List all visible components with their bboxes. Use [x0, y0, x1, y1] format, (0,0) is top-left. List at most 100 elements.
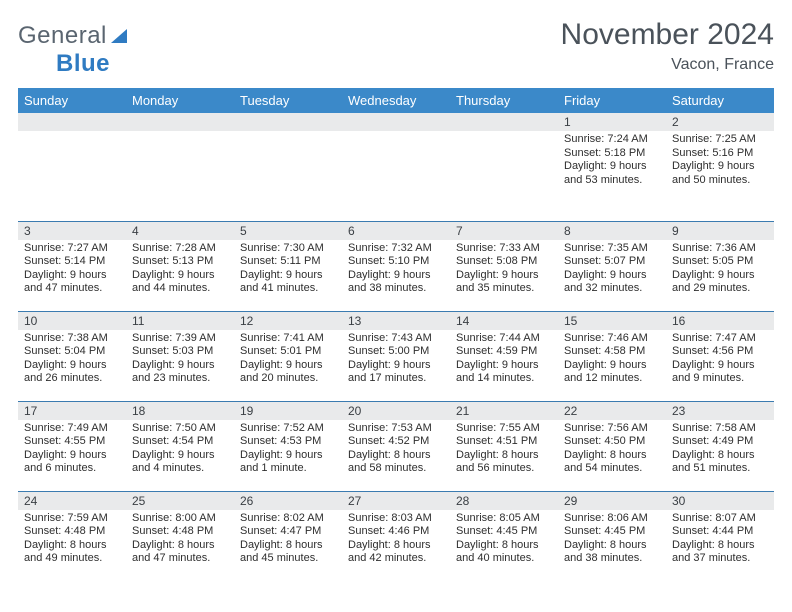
week-row: Sunrise: 7:24 AMSunset: 5:18 PMDaylight:…: [18, 131, 774, 221]
day-cell: 16Sunrise: 7:47 AMSunset: 4:56 PMDayligh…: [666, 311, 774, 401]
day-number: 4: [126, 222, 234, 240]
weekday-header: Wednesday: [342, 88, 450, 113]
calendar-table: Sunday Monday Tuesday Wednesday Thursday…: [18, 88, 774, 581]
day-details: Sunrise: 7:24 AMSunset: 5:18 PMDaylight:…: [558, 131, 666, 191]
day-number: 11: [126, 312, 234, 330]
day-cell: 6Sunrise: 7:32 AMSunset: 5:10 PMDaylight…: [342, 221, 450, 311]
calendar-body: 12Sunrise: 7:24 AMSunset: 5:18 PMDayligh…: [18, 113, 774, 581]
weekday-header: Tuesday: [234, 88, 342, 113]
weekday-header-row: Sunday Monday Tuesday Wednesday Thursday…: [18, 88, 774, 113]
week-row: 3Sunrise: 7:27 AMSunset: 5:14 PMDaylight…: [18, 221, 774, 311]
day-details: Sunrise: 7:47 AMSunset: 4:56 PMDaylight:…: [666, 330, 774, 390]
day-number: 24: [18, 492, 126, 510]
day-details: Sunrise: 7:30 AMSunset: 5:11 PMDaylight:…: [234, 240, 342, 300]
day-details: Sunrise: 7:41 AMSunset: 5:01 PMDaylight:…: [234, 330, 342, 390]
day-number: 27: [342, 492, 450, 510]
day-details: Sunrise: 8:06 AMSunset: 4:45 PMDaylight:…: [558, 510, 666, 570]
day-number: 22: [558, 402, 666, 420]
day-cell: 11Sunrise: 7:39 AMSunset: 5:03 PMDayligh…: [126, 311, 234, 401]
day-cell: 17Sunrise: 7:49 AMSunset: 4:55 PMDayligh…: [18, 401, 126, 491]
day-cell: 23Sunrise: 7:58 AMSunset: 4:49 PMDayligh…: [666, 401, 774, 491]
week-row: 17Sunrise: 7:49 AMSunset: 4:55 PMDayligh…: [18, 401, 774, 491]
day-cell: 28Sunrise: 8:05 AMSunset: 4:45 PMDayligh…: [450, 491, 558, 581]
calendar-page: General Blue November 2024 Vacon, France…: [0, 0, 792, 581]
day-number: 20: [342, 402, 450, 420]
day-cell: 18Sunrise: 7:50 AMSunset: 4:54 PMDayligh…: [126, 401, 234, 491]
day-cell: 10Sunrise: 7:38 AMSunset: 5:04 PMDayligh…: [18, 311, 126, 401]
day-number: 2: [666, 113, 774, 131]
day-details: Sunrise: 7:56 AMSunset: 4:50 PMDaylight:…: [558, 420, 666, 480]
day-cell: 8Sunrise: 7:35 AMSunset: 5:07 PMDaylight…: [558, 221, 666, 311]
month-title: November 2024: [561, 18, 774, 52]
day-details: Sunrise: 7:33 AMSunset: 5:08 PMDaylight:…: [450, 240, 558, 300]
day-number: 23: [666, 402, 774, 420]
day-number: 18: [126, 402, 234, 420]
day-details: Sunrise: 7:50 AMSunset: 4:54 PMDaylight:…: [126, 420, 234, 480]
day-details: Sunrise: 7:35 AMSunset: 5:07 PMDaylight:…: [558, 240, 666, 300]
day-cell: 9Sunrise: 7:36 AMSunset: 5:05 PMDaylight…: [666, 221, 774, 311]
day-number: 5: [234, 222, 342, 240]
day-number: 6: [342, 222, 450, 240]
day-number: 12: [234, 312, 342, 330]
day-number: 9: [666, 222, 774, 240]
logo-sail-icon: [109, 27, 129, 50]
day-cell: 26Sunrise: 8:02 AMSunset: 4:47 PMDayligh…: [234, 491, 342, 581]
day-number: 26: [234, 492, 342, 510]
day-details: Sunrise: 7:46 AMSunset: 4:58 PMDaylight:…: [558, 330, 666, 390]
day-details: Sunrise: 8:05 AMSunset: 4:45 PMDaylight:…: [450, 510, 558, 570]
day-details: Sunrise: 8:02 AMSunset: 4:47 PMDaylight:…: [234, 510, 342, 570]
day-number: 10: [18, 312, 126, 330]
day-cell: 5Sunrise: 7:30 AMSunset: 5:11 PMDaylight…: [234, 221, 342, 311]
day-number: 7: [450, 222, 558, 240]
day-number: 19: [234, 402, 342, 420]
day-cell: 25Sunrise: 8:00 AMSunset: 4:48 PMDayligh…: [126, 491, 234, 581]
day-details: Sunrise: 7:39 AMSunset: 5:03 PMDaylight:…: [126, 330, 234, 390]
logo: General Blue: [18, 22, 129, 78]
day-cell: 24Sunrise: 7:59 AMSunset: 4:48 PMDayligh…: [18, 491, 126, 581]
day-details: Sunrise: 7:58 AMSunset: 4:49 PMDaylight:…: [666, 420, 774, 480]
day-details: Sunrise: 7:27 AMSunset: 5:14 PMDaylight:…: [18, 240, 126, 300]
logo-blue: Blue: [56, 50, 110, 77]
logo-general: General: [18, 22, 107, 49]
title-block: November 2024 Vacon, France: [561, 18, 774, 74]
day-number: 8: [558, 222, 666, 240]
weekday-header: Sunday: [18, 88, 126, 113]
day-details: Sunrise: 8:03 AMSunset: 4:46 PMDaylight:…: [342, 510, 450, 570]
header: General Blue November 2024 Vacon, France: [18, 18, 774, 78]
day-details: Sunrise: 7:52 AMSunset: 4:53 PMDaylight:…: [234, 420, 342, 480]
week-row: 24Sunrise: 7:59 AMSunset: 4:48 PMDayligh…: [18, 491, 774, 581]
day-cell: 13Sunrise: 7:43 AMSunset: 5:00 PMDayligh…: [342, 311, 450, 401]
day-details: Sunrise: 7:49 AMSunset: 4:55 PMDaylight:…: [18, 420, 126, 480]
day-details: Sunrise: 8:07 AMSunset: 4:44 PMDaylight:…: [666, 510, 774, 570]
day-number: 25: [126, 492, 234, 510]
day-cell: 12Sunrise: 7:41 AMSunset: 5:01 PMDayligh…: [234, 311, 342, 401]
day-number: 21: [450, 402, 558, 420]
day-number: 16: [666, 312, 774, 330]
weekday-header: Thursday: [450, 88, 558, 113]
day-number: 14: [450, 312, 558, 330]
day-cell: 30Sunrise: 8:07 AMSunset: 4:44 PMDayligh…: [666, 491, 774, 581]
spacer-row: 12: [18, 113, 774, 131]
day-details: Sunrise: 7:55 AMSunset: 4:51 PMDaylight:…: [450, 420, 558, 480]
day-details: Sunrise: 7:32 AMSunset: 5:10 PMDaylight:…: [342, 240, 450, 300]
weekday-header: Monday: [126, 88, 234, 113]
day-cell: 7Sunrise: 7:33 AMSunset: 5:08 PMDaylight…: [450, 221, 558, 311]
day-cell: 19Sunrise: 7:52 AMSunset: 4:53 PMDayligh…: [234, 401, 342, 491]
day-number: 29: [558, 492, 666, 510]
day-details: Sunrise: 7:59 AMSunset: 4:48 PMDaylight:…: [18, 510, 126, 570]
day-details: Sunrise: 7:28 AMSunset: 5:13 PMDaylight:…: [126, 240, 234, 300]
day-cell: 14Sunrise: 7:44 AMSunset: 4:59 PMDayligh…: [450, 311, 558, 401]
day-details: Sunrise: 7:36 AMSunset: 5:05 PMDaylight:…: [666, 240, 774, 300]
day-cell: 27Sunrise: 8:03 AMSunset: 4:46 PMDayligh…: [342, 491, 450, 581]
day-details: Sunrise: 7:43 AMSunset: 5:00 PMDaylight:…: [342, 330, 450, 390]
day-cell: 20Sunrise: 7:53 AMSunset: 4:52 PMDayligh…: [342, 401, 450, 491]
day-cell: 29Sunrise: 8:06 AMSunset: 4:45 PMDayligh…: [558, 491, 666, 581]
day-number: 30: [666, 492, 774, 510]
weekday-header: Saturday: [666, 88, 774, 113]
day-cell: 4Sunrise: 7:28 AMSunset: 5:13 PMDaylight…: [126, 221, 234, 311]
day-cell: 21Sunrise: 7:55 AMSunset: 4:51 PMDayligh…: [450, 401, 558, 491]
day-details: Sunrise: 7:38 AMSunset: 5:04 PMDaylight:…: [18, 330, 126, 390]
day-number: 1: [558, 113, 666, 131]
day-number: 28: [450, 492, 558, 510]
day-number: 15: [558, 312, 666, 330]
